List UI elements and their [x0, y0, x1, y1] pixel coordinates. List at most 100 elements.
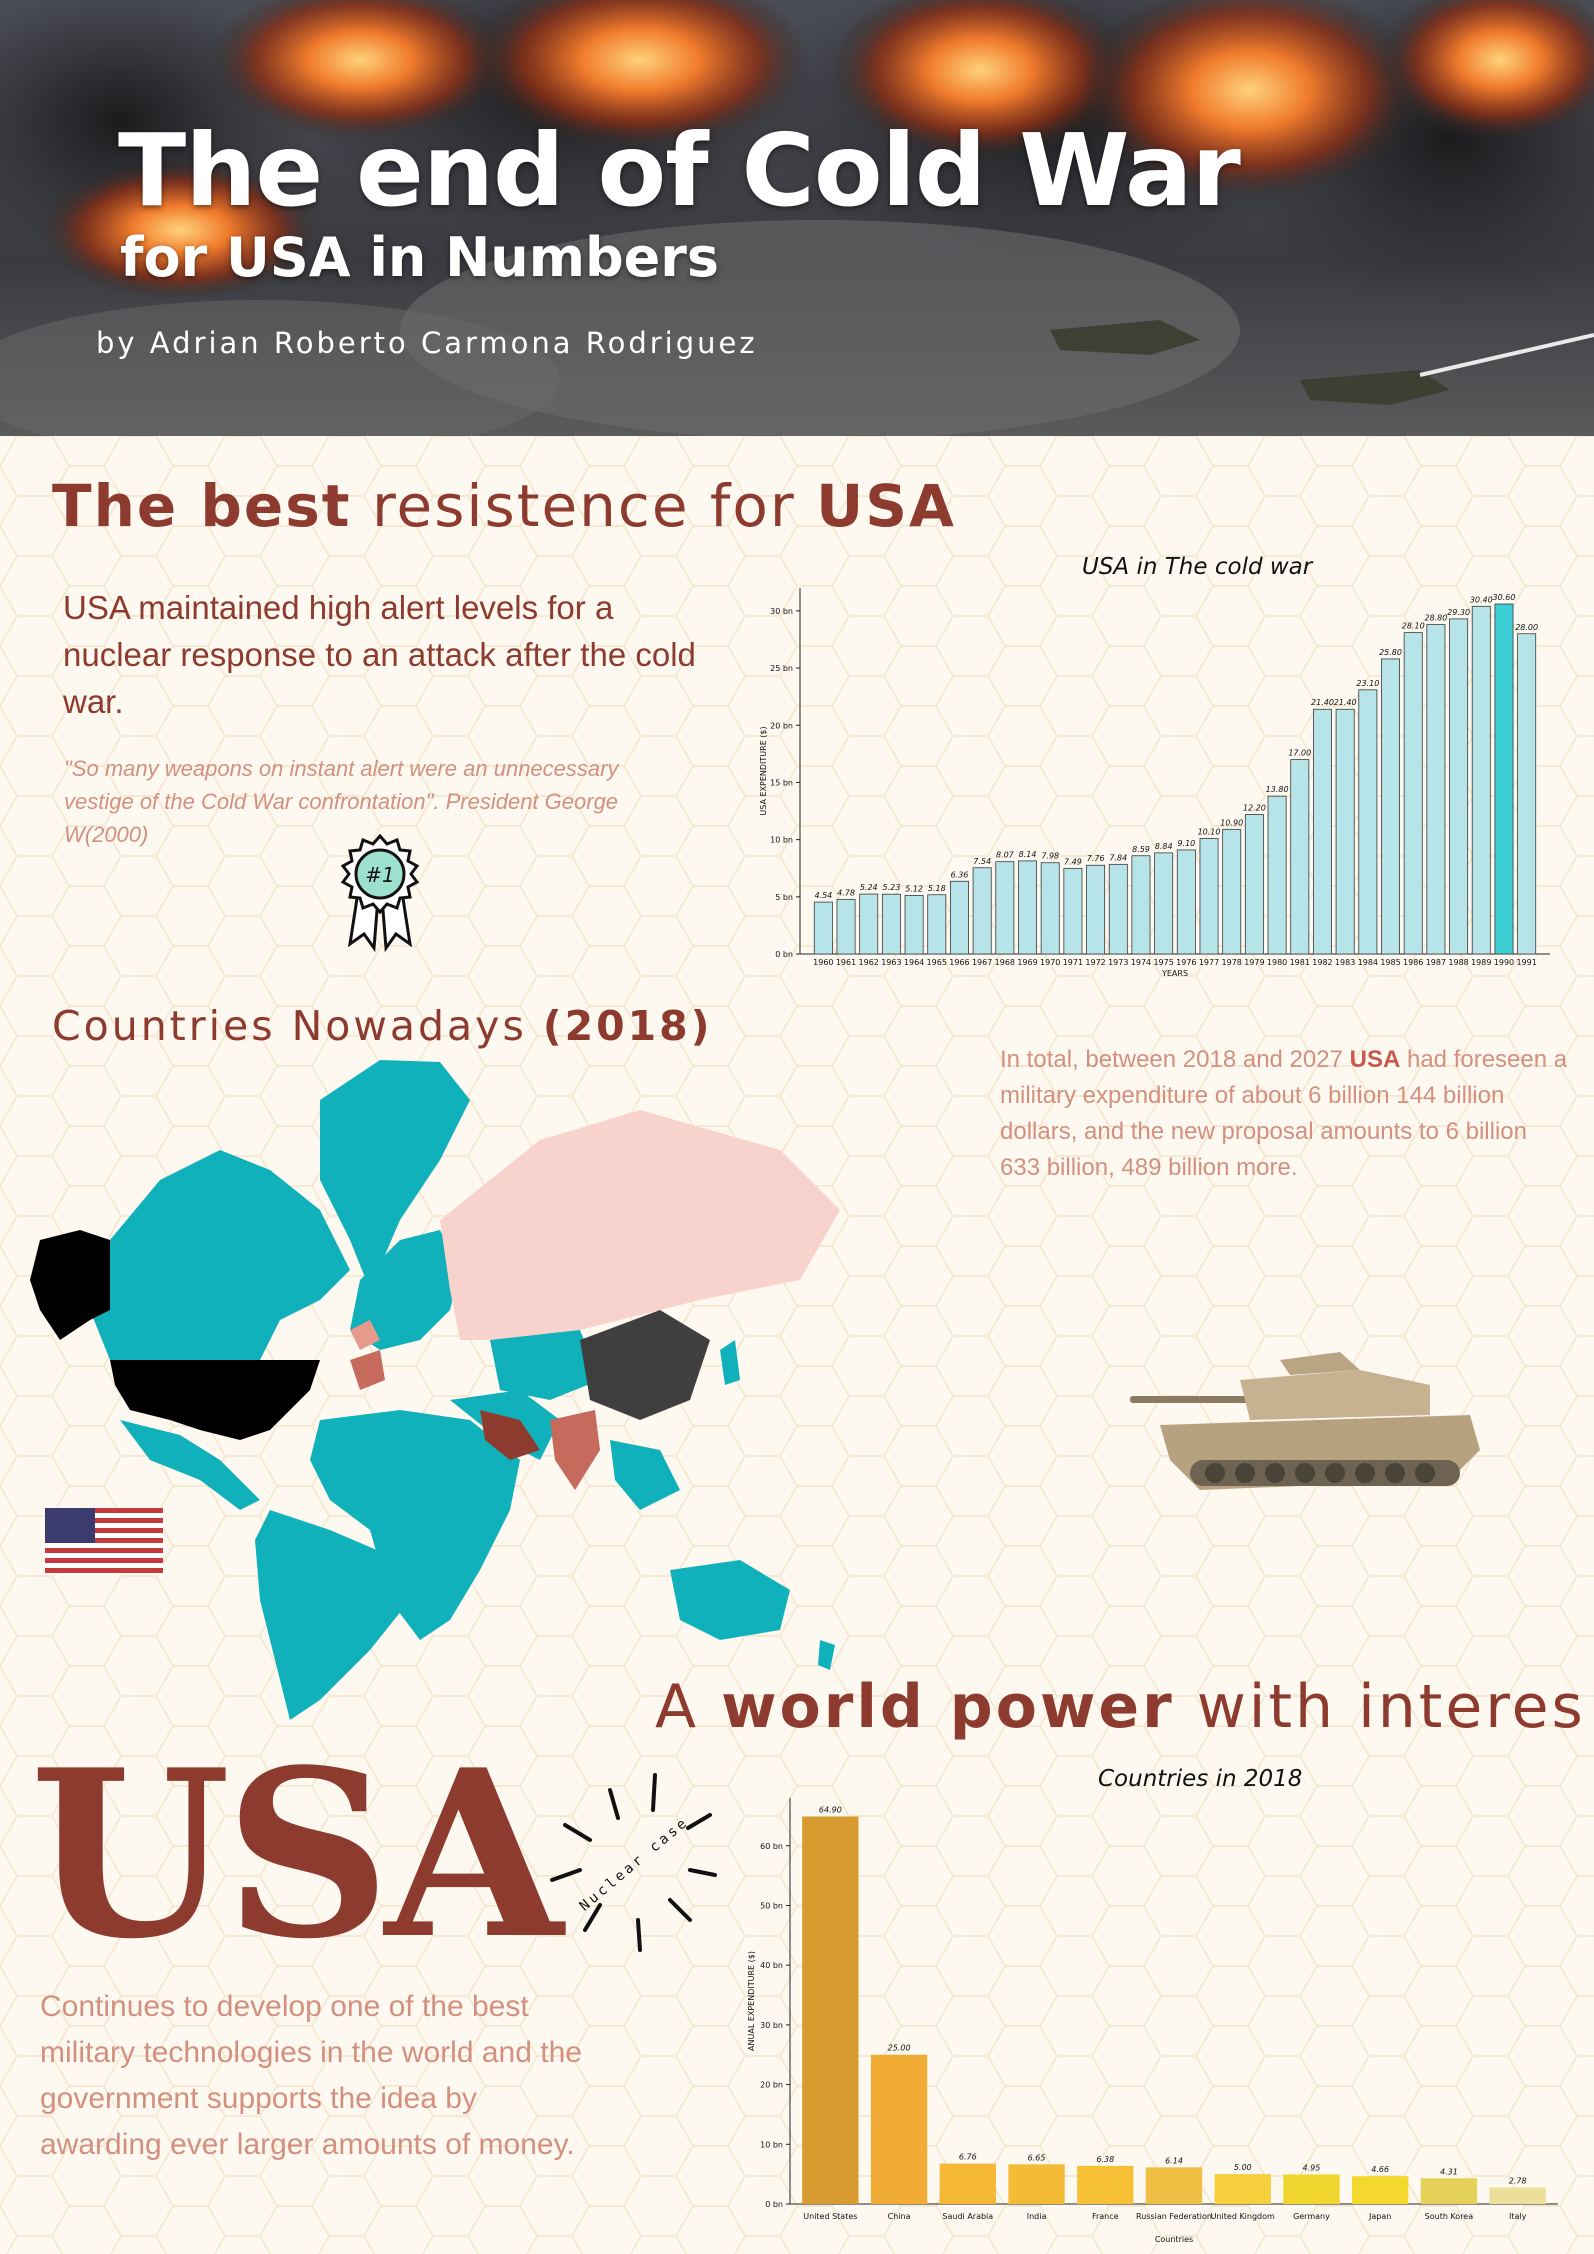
data-label: 28.80 [1424, 614, 1447, 623]
data-label: 8.59 [1132, 845, 1150, 854]
bar-india [1008, 2164, 1065, 2204]
bar-saudi-arabia [939, 2163, 996, 2204]
x-tick-label: 1975 [1153, 958, 1173, 967]
bar-1986 [1403, 632, 1423, 955]
data-label: 4.95 [1303, 2163, 1321, 2172]
data-label: 13.80 [1266, 785, 1289, 794]
y-axis-title: ANUAL EXPENDITURE ($) [747, 1951, 756, 2051]
x-tick-label: Saudi Arabia [942, 2212, 993, 2221]
x-tick-label: Germany [1293, 2212, 1330, 2221]
map-china [580, 1310, 710, 1420]
x-tick-label: 1985 [1380, 958, 1400, 967]
author-byline: by Adrian Roberto Carmona Rodriguez [96, 326, 758, 360]
bar-1988 [1449, 618, 1469, 955]
map-new-zealand [818, 1640, 835, 1670]
map-russia [440, 1110, 840, 1340]
y-tick-label: 30 bn [760, 2021, 783, 2030]
nuclear-case-icon: Nuclear case [550, 1773, 717, 1952]
data-label: 7.54 [973, 857, 991, 866]
section3-heading-bold: world power [721, 1672, 1175, 1742]
bar-france [1077, 2165, 1134, 2204]
bar-1960 [813, 901, 833, 955]
data-label: 4.78 [837, 888, 855, 897]
x-tick-label: 1972 [1085, 958, 1105, 967]
bar-russian-federation [1145, 2167, 1203, 2204]
data-label: 28.10 [1402, 622, 1425, 631]
x-tick-label: 1976 [1176, 958, 1196, 967]
bar-1962 [859, 893, 879, 955]
x-tick-label: Russian Federation [1136, 2212, 1212, 2221]
data-label: 30.60 [1493, 593, 1516, 602]
x-tick-label: France [1092, 2212, 1119, 2221]
data-label: 30.40 [1470, 595, 1493, 604]
y-tick-label: 0 bn [765, 2200, 783, 2209]
bar-1975 [1154, 852, 1174, 955]
chart-countries-2018: 0 bn 10 bn 20 bn 30 bn 40 bn 50 bn 60 bn 64.90 U… [747, 1798, 1558, 2244]
data-label: 25.80 [1379, 648, 1402, 657]
map-alaska [30, 1230, 110, 1340]
x-tick-label: 1986 [1403, 958, 1423, 967]
bar-1981 [1290, 759, 1310, 955]
data-label: 9.10 [1177, 839, 1195, 848]
bar-1984 [1358, 689, 1378, 955]
x-tick-label: 1988 [1448, 958, 1468, 967]
map-india [550, 1410, 600, 1490]
x-tick-label: 1963 [881, 958, 901, 967]
info-bold: USA [1349, 1046, 1401, 1073]
x-tick-label: United Kingdom [1211, 2212, 1275, 2221]
y-tick-label: 0 bn [775, 950, 793, 959]
data-label: 64.90 [819, 1806, 842, 1815]
map-europe [350, 1230, 460, 1350]
data-label: 4.31 [1440, 2167, 1458, 2176]
section2-heading-light: Countries Nowadays [52, 1002, 527, 1050]
bar-germany [1283, 2174, 1340, 2204]
x-tick-label: South Korea [1425, 2212, 1474, 2221]
tank-image [1130, 1352, 1480, 1490]
award-ribbon-icon: #1 [340, 833, 420, 952]
bar-1985 [1381, 658, 1401, 955]
usa-big-text: USA [30, 1720, 563, 1990]
x-tick-label: 1969 [1017, 958, 1037, 967]
bar-1969 [1018, 860, 1038, 955]
x-tick-label: 1990 [1494, 958, 1514, 967]
section3-heading: A world power with interes [655, 1672, 1586, 1742]
x-tick-label: 1989 [1471, 958, 1491, 967]
x-tick-label: Italy [1509, 2212, 1527, 2221]
bar-1991 [1517, 633, 1537, 955]
bar-1968 [995, 861, 1015, 955]
y-tick-label: 5 bn [775, 893, 793, 902]
section2-heading: Countries Nowadays (2018) [52, 1002, 712, 1050]
data-label: 2.78 [1509, 2176, 1527, 2185]
data-label: 6.65 [1028, 2153, 1046, 2162]
bar-1978 [1222, 828, 1242, 955]
data-label: 8.07 [996, 851, 1015, 860]
data-label: 5.23 [883, 883, 901, 892]
bar-1990 [1494, 603, 1514, 955]
section1-heading-bold2: USA [816, 472, 956, 540]
data-label: 5.12 [905, 884, 923, 893]
bar-1977 [1199, 838, 1219, 955]
y-tick-label: 10 bn [760, 2140, 783, 2149]
x-tick-label: 1982 [1312, 958, 1332, 967]
bar-1989 [1471, 605, 1491, 955]
data-label: 7.49 [1064, 857, 1082, 866]
data-label: 7.98 [1041, 852, 1059, 861]
data-label: 4.54 [814, 891, 832, 900]
info-part1: In total, between 2018 and 2027 [1000, 1046, 1343, 1073]
section1-heading-bold1: The best [52, 472, 352, 540]
map-canada [90, 1150, 350, 1360]
x-tick-label: 1977 [1199, 958, 1219, 967]
bar-1979 [1244, 814, 1264, 955]
hero-banner: The end of Cold War for USA in Numbers b… [0, 0, 1594, 436]
x-axis-title: Countries [1155, 2235, 1193, 2244]
y-tick-label: 30 bn [770, 607, 793, 616]
section3-body: Continues to develop one of the best mil… [40, 1990, 582, 2161]
x-tick-label: 1964 [904, 958, 924, 967]
data-label: 8.14 [1019, 850, 1037, 859]
data-label: 23.10 [1356, 679, 1379, 688]
x-tick-label: 1961 [836, 958, 856, 967]
data-label: 29.30 [1447, 608, 1470, 617]
bar-south-korea [1420, 2178, 1478, 2204]
x-tick-label: 1970 [1040, 958, 1060, 967]
y-tick-label: 50 bn [760, 1901, 783, 1910]
